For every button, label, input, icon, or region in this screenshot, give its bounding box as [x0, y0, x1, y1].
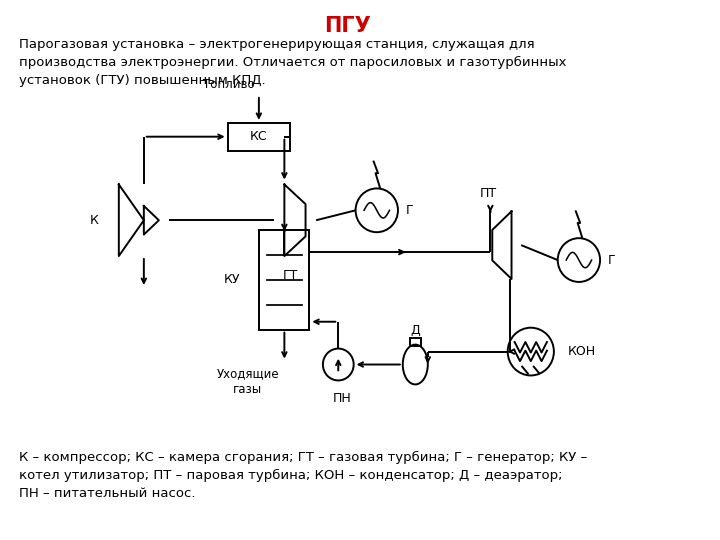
- Text: КОН: КОН: [567, 345, 595, 358]
- Text: Г: Г: [405, 204, 413, 217]
- Bar: [410, 338, 421, 346]
- Text: КС: КС: [250, 130, 268, 143]
- Text: ПГУ: ПГУ: [325, 16, 372, 36]
- Text: ПН: ПН: [333, 393, 351, 406]
- Text: Парогазовая установка – электрогенерирующая станция, служащая для
производства э: Парогазовая установка – электрогенерирую…: [19, 38, 566, 87]
- Text: Уходящие
газы: Уходящие газы: [217, 368, 279, 396]
- Text: К: К: [89, 214, 98, 227]
- Text: Г: Г: [608, 254, 616, 267]
- Text: Топливо: Топливо: [203, 78, 255, 91]
- Text: ГТ: ГТ: [282, 269, 298, 282]
- Text: Д: Д: [410, 323, 420, 336]
- Text: КУ: КУ: [224, 273, 240, 286]
- Bar: [259, 230, 310, 330]
- Text: ПТ: ПТ: [480, 187, 497, 200]
- Text: К – компрессор; КС – камера сгорания; ГТ – газовая турбина; Г – генератор; КУ –
: К – компрессор; КС – камера сгорания; ГТ…: [19, 451, 587, 500]
- Bar: [228, 123, 290, 151]
